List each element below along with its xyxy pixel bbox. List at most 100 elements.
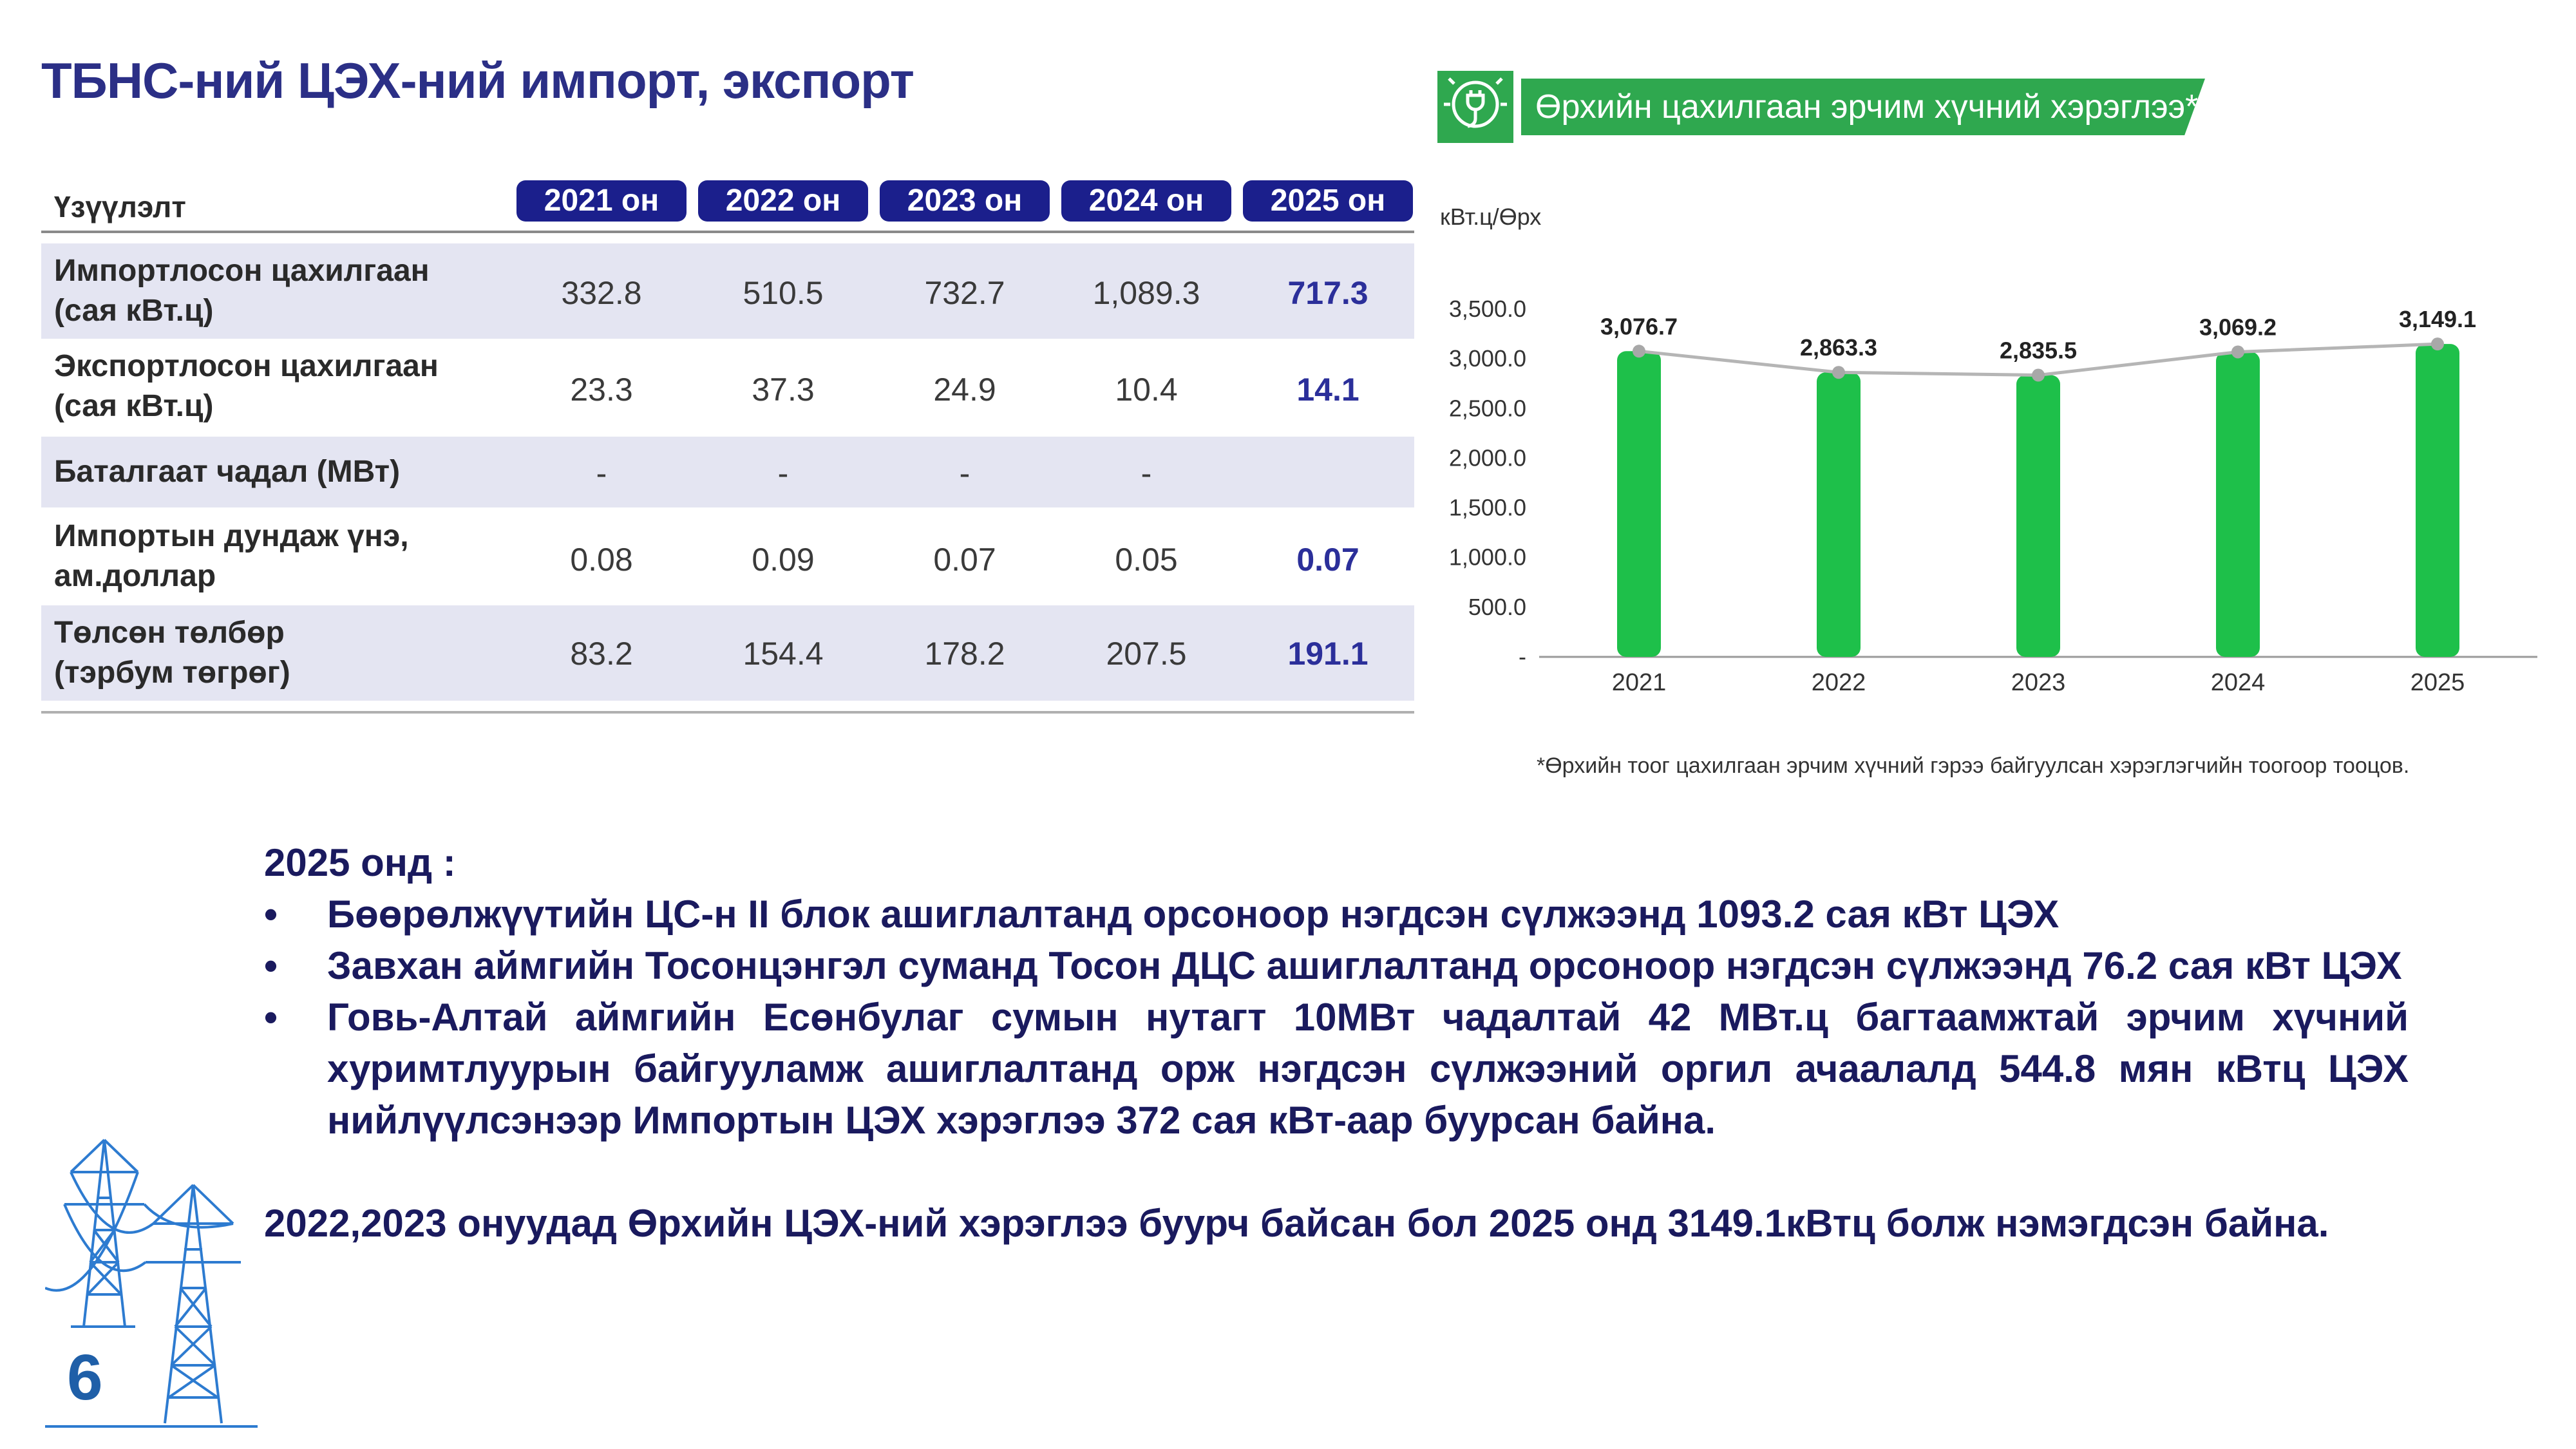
table-cell-highlight: 191.1	[1287, 636, 1368, 672]
table-cell: 332.8	[561, 275, 642, 311]
year-header: 2023 он	[880, 180, 1050, 222]
bar	[2216, 352, 2260, 657]
bullet-dot: •	[264, 944, 278, 987]
x-tick-label: 2025	[2410, 669, 2465, 696]
table-cell-highlight: 0.07	[1296, 542, 1359, 578]
table-row: Төлсөн төлбөр (тэрбум төгрөг) 83.2 154.4…	[41, 605, 1414, 701]
table-cell: -	[1141, 455, 1152, 491]
row-label-line: (сая кВт.ц)	[54, 294, 214, 328]
table-cell-highlight: 14.1	[1296, 372, 1359, 408]
table-cell: 207.5	[1106, 636, 1187, 672]
bar	[1617, 351, 1661, 657]
table-cell: 510.5	[743, 275, 824, 311]
bar	[2016, 375, 2060, 657]
table-cell: 24.9	[933, 372, 996, 408]
row-label-line: Импортлосон цахилгаан	[54, 254, 430, 288]
y-tick-label: 3,500.0	[1449, 296, 1526, 322]
table-cell: -	[959, 455, 971, 491]
table-row: Баталгаат чадал (МВт) - - - -	[41, 437, 1414, 507]
chart-unit-label: кВт.ц/Өрх	[1440, 204, 1542, 230]
row-label-line: Импортын дундаж үнэ,	[54, 519, 409, 553]
row-label: Импортлосон цахилгаан (сая кВт.ц)	[54, 251, 430, 331]
table-cell: 0.05	[1115, 542, 1178, 578]
row-label: Импортын дундаж үнэ, ам.доллар	[54, 516, 409, 596]
table-cell: 23.3	[570, 372, 633, 408]
bullet-item: • Бөөрөлжүүтийн ЦС-н II блок ашиглалтанд…	[264, 889, 2409, 940]
table-cell: 37.3	[752, 372, 815, 408]
series-point	[1633, 345, 1645, 358]
series-point	[1832, 366, 1845, 379]
row-label: Баталгаат чадал (МВт)	[54, 452, 400, 492]
data-label: 2,835.5	[2000, 337, 2077, 364]
year-header: 2022 он	[698, 180, 868, 222]
table-cell: 83.2	[570, 636, 633, 672]
table-row: Импортын дундаж үнэ, ам.доллар 0.08 0.09…	[41, 509, 1414, 604]
summary-bullets: • Бөөрөлжүүтийн ЦС-н II блок ашиглалтанд…	[264, 889, 2409, 1146]
header-label: Үзүүлэлт	[54, 190, 186, 223]
table-cell: 178.2	[924, 636, 1005, 672]
data-label: 3,149.1	[2399, 306, 2476, 332]
y-tick-label: 1,000.0	[1449, 544, 1526, 571]
transmission-tower-icon	[45, 1139, 258, 1428]
summary-closing: 2022,2023 онуудад Өрхийн ЦЭХ-ний хэрэглэ…	[264, 1202, 2329, 1245]
summary-intro: 2025 онд :	[264, 841, 456, 884]
y-tick-label: 2,500.0	[1449, 395, 1526, 421]
row-label-line: Төлсөн төлбөр	[54, 616, 285, 650]
data-label: 2,863.3	[1800, 334, 1877, 361]
table-bottom-rule	[41, 711, 1414, 714]
bar	[2416, 344, 2459, 657]
row-label-line: ам.доллар	[54, 559, 216, 593]
table-row: Экспортлосон цахилгаан (сая кВт.ц) 23.3 …	[41, 340, 1414, 435]
year-header: 2021 он	[516, 180, 687, 222]
bar	[1817, 372, 1861, 657]
bullet-text: Бөөрөлжүүтийн ЦС-н II блок ашиглалтанд о…	[327, 893, 2060, 936]
chart-footnote: *Өрхийн тоог цахилгаан эрчим хүчний гэрэ…	[1537, 753, 2410, 778]
table-cell: 154.4	[743, 636, 824, 672]
y-tick-label: -	[1519, 643, 1526, 670]
table-cell: 1,089.3	[1092, 275, 1200, 311]
summary-text: 2025 онд : • Бөөрөлжүүтийн ЦС-н II блок …	[264, 837, 2409, 1249]
table-cell: -	[596, 455, 607, 491]
page-title: ТБНС-ний ЦЭХ-ний импорт, экспорт	[41, 52, 914, 109]
data-label: 3,069.2	[2199, 314, 2277, 340]
import-export-table: Үзүүлэлт 2021 он 2022 он 2023 он 2024 он…	[41, 179, 1414, 701]
row-label-line: (тэрбум төгрөг)	[54, 656, 290, 690]
chart-title-banner: Өрхийн цахилгаан эрчим хүчний хэрэглээ*	[1521, 79, 2205, 135]
bullet-text: Говь-Алтай аймгийн Есөнбулаг сумын нутаг…	[327, 996, 2409, 1142]
bullet-dot: •	[264, 996, 278, 1039]
x-tick-label: 2021	[1612, 669, 1667, 696]
y-tick-label: 2,000.0	[1449, 444, 1526, 471]
year-header: 2025 он	[1243, 180, 1413, 222]
table-cell: 0.07	[933, 542, 996, 578]
row-label-line: Баталгаат чадал (МВт)	[54, 455, 401, 489]
bullet-dot: •	[264, 893, 278, 936]
series-point	[2431, 337, 2444, 351]
x-tick-label: 2024	[2211, 669, 2266, 696]
chart-title: Өрхийн цахилгаан эрчим хүчний хэрэглээ*	[1535, 88, 2199, 126]
y-tick-label: 3,000.0	[1449, 345, 1526, 372]
bullet-text: Завхан аймгийн Тосонцэнгэл суманд Тосон …	[327, 944, 2402, 987]
series-point	[2032, 368, 2045, 382]
x-tick-label: 2023	[2011, 669, 2066, 696]
bullet-item: • Говь-Алтай аймгийн Есөнбулаг сумын нут…	[264, 992, 2409, 1146]
row-label-line: Экспортлосон цахилгаан	[54, 349, 439, 383]
row-label: Төлсөн төлбөр (тэрбум төгрөг)	[54, 613, 290, 693]
y-tick-label: 500.0	[1468, 594, 1526, 620]
table-header: Үзүүлэлт 2021 он 2022 он 2023 он 2024 он…	[41, 179, 1414, 233]
table-cell: 10.4	[1115, 372, 1178, 408]
x-tick-label: 2022	[1812, 669, 1866, 696]
plug-bulb-icon	[1437, 71, 1513, 143]
year-header: 2024 он	[1061, 180, 1231, 222]
row-label-line: (сая кВт.ц)	[54, 389, 214, 423]
table-cell: 0.08	[570, 542, 633, 578]
table-cell: -	[777, 455, 789, 491]
data-label: 3,076.7	[1600, 313, 1678, 339]
household-consumption-chart: - 500.0 1,000.0 1,500.0 2,000.0 2,500.0 3,000.…	[1449, 296, 2537, 696]
y-tick-label: 1,500.0	[1449, 495, 1526, 521]
row-label: Экспортлосон цахилгаан (сая кВт.ц)	[54, 346, 439, 426]
bullet-item: • Завхан аймгийн Тосонцэнгэл суманд Тосо…	[264, 940, 2409, 992]
series-point	[2231, 345, 2244, 359]
table-cell: 732.7	[924, 275, 1005, 311]
page-number: 6	[67, 1341, 103, 1414]
table-cell-highlight: 717.3	[1287, 275, 1368, 311]
